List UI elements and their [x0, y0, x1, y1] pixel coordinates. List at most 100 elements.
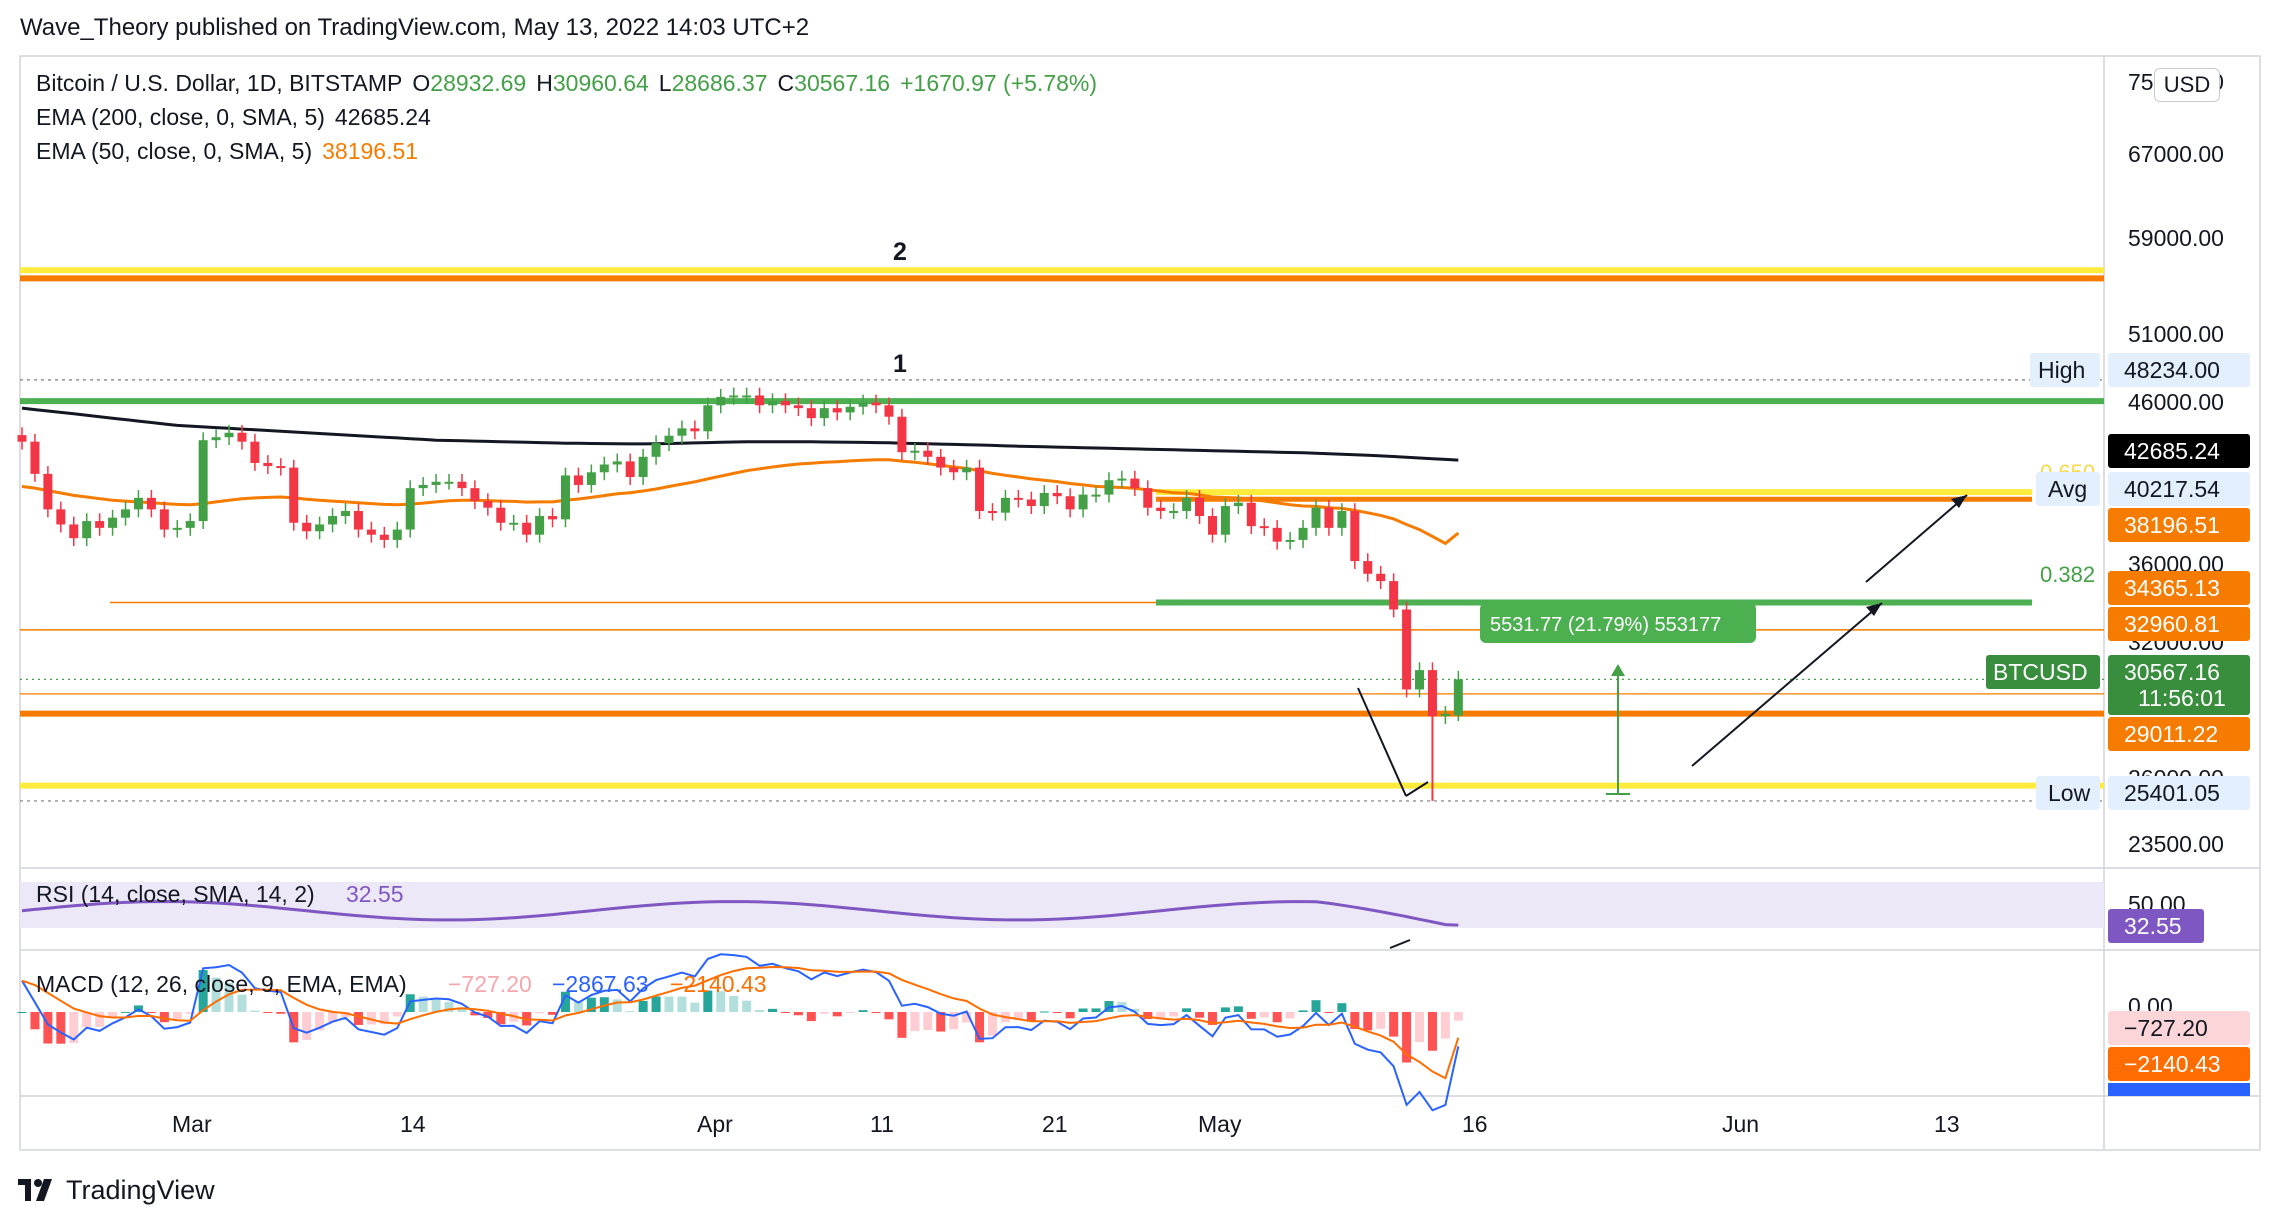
macd-hist-bar: [768, 1008, 778, 1012]
macd-hist-bar: [858, 1010, 868, 1012]
macd-hist-bar: [755, 1010, 765, 1012]
rsi-pane[interactable]: RSI (14, close, SMA, 14, 2) 32.55 50.00 …: [21, 881, 2204, 943]
low-label: L: [658, 70, 672, 96]
candle-body: [483, 501, 493, 508]
high-label: H: [536, 70, 553, 96]
candle-body: [858, 402, 868, 407]
macd-hist-bar: [1402, 1012, 1412, 1063]
macd-hist-bar: [638, 1000, 648, 1012]
macd-hist-bar: [742, 1000, 752, 1012]
time-axis[interactable]: Mar 14 Apr 11 21 May 16 Jun 13: [172, 1111, 1960, 1137]
symbol-tag-box: [1986, 655, 2100, 689]
macd-hist-bar: [845, 1012, 855, 1013]
candle-body: [172, 527, 182, 530]
footer-brand[interactable]: TradingView: [18, 1170, 215, 1210]
candle-body: [1298, 527, 1308, 540]
main-legend[interactable]: Bitcoin / U.S. Dollar, 1D, BITSTAMP O2893…: [36, 70, 1107, 97]
candle-body: [1117, 478, 1127, 481]
macd-hist-bar: [884, 1012, 894, 1020]
macd-pane[interactable]: MACD (12, 26, close, 9, EMA, EMA) −727.2…: [17, 953, 2251, 1112]
candle-body: [198, 440, 208, 522]
macd-hist-bar: [1246, 1012, 1256, 1019]
arrow-head-1: [1866, 603, 1882, 616]
time-tick: Jun: [1722, 1111, 1759, 1137]
candle-body: [405, 488, 415, 530]
candle-body: [30, 441, 40, 474]
macd-hist-bar: [1376, 1012, 1386, 1029]
candle-body: [780, 401, 790, 406]
time-tick: May: [1198, 1111, 1242, 1137]
macd-hist-bar: [496, 1012, 506, 1025]
candle-body: [1440, 713, 1450, 717]
time-tick: 14: [400, 1111, 426, 1137]
macd-hist-bar: [871, 1012, 881, 1013]
ema200-line: [21, 406, 1459, 462]
candle-body: [1311, 507, 1321, 528]
candle-body: [548, 516, 558, 520]
candle-body: [1453, 679, 1463, 716]
drop-line-left[interactable]: [1357, 687, 1407, 797]
candle-body: [832, 408, 842, 413]
macd-hist-bar: [444, 1001, 454, 1012]
candle-body: [690, 428, 700, 432]
time-tick: 13: [1934, 1111, 1960, 1137]
macd-signal-axis: −2140.43: [2124, 1051, 2221, 1077]
ema200-legend-value: 42685.24: [334, 104, 431, 130]
candle-body: [250, 441, 260, 463]
low-value: 25401.05: [2124, 780, 2220, 806]
drop-line-right[interactable]: [1405, 781, 1429, 797]
level-29011-box: [2108, 717, 2250, 751]
macd-hist-bar: [82, 1012, 92, 1028]
wave-2-label[interactable]: 2: [893, 238, 907, 266]
avg-tag-box: [2036, 472, 2100, 506]
last-price: 30567.16: [2124, 659, 2220, 685]
candle-body: [457, 481, 467, 489]
macd-hist-bar: [379, 1012, 389, 1025]
candle-body: [353, 511, 363, 530]
time-tick: Mar: [172, 1111, 212, 1137]
measure-label-box[interactable]: [1480, 603, 1756, 643]
horizontal-levels: [20, 267, 2104, 802]
measure-arrow: [1611, 664, 1625, 676]
macd-hist-bar: [1363, 1012, 1373, 1031]
countdown: 11:56:01: [2138, 685, 2226, 711]
candle-body: [159, 509, 169, 530]
candle-body: [82, 521, 92, 539]
macd-hist-bar: [535, 1012, 545, 1014]
candle-body: [806, 408, 816, 419]
macd-hist-bar: [95, 1012, 105, 1027]
candle-body: [95, 521, 105, 528]
macd-hist-bar: [1285, 1012, 1295, 1019]
candle-body: [341, 511, 350, 517]
measure-label-text: 5531.77 (21.79%) 553177: [1490, 614, 1721, 636]
candle-body: [651, 443, 661, 457]
candle-body: [560, 475, 570, 520]
macd-hist-bar: [69, 1012, 79, 1043]
candle-body: [1104, 480, 1114, 495]
macd-hist-bar: [146, 1012, 156, 1013]
currency-button[interactable]: USD: [2154, 68, 2220, 102]
wave-1-label[interactable]: 1: [893, 350, 907, 378]
macd-hist-bar: [366, 1012, 376, 1025]
candle-body: [69, 524, 79, 539]
candle-body: [1143, 488, 1153, 508]
macd-hist-value: −727.20: [448, 971, 532, 997]
candle-body: [1376, 573, 1386, 582]
macd-hist-bar: [302, 1012, 312, 1040]
macd-hist-axis: −727.20: [2124, 1015, 2208, 1041]
candle-body: [496, 507, 506, 523]
high-tag-box: [2030, 353, 2100, 387]
low-tag: Low: [2048, 780, 2091, 806]
ema50-legend[interactable]: EMA (50, close, 0, SMA, 5) 38196.51: [36, 138, 428, 165]
candle-body: [1389, 581, 1399, 610]
candle-body: [793, 405, 803, 409]
candlestick-series[interactable]: [17, 387, 1463, 801]
drawings[interactable]: 2 1 0.382 0.650 5531.77 (21.79%) 553177: [893, 238, 2095, 949]
candle-body: [949, 467, 959, 473]
projection-arrow-2[interactable]: [1865, 494, 1968, 583]
rsi-divergence-line[interactable]: [1389, 939, 1411, 949]
macd-hist-bar: [1091, 1008, 1101, 1012]
ema200-legend[interactable]: EMA (200, close, 0, SMA, 5) 42685.24: [36, 104, 441, 131]
projection-arrow-1[interactable]: [1691, 602, 1883, 767]
